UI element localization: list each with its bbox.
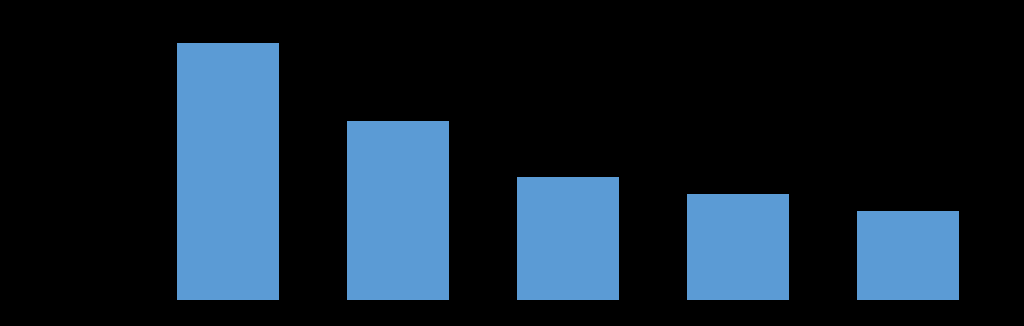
Bar [177, 43, 280, 300]
Bar [857, 211, 959, 300]
Bar [347, 121, 450, 300]
Bar [517, 177, 620, 300]
Bar [687, 194, 790, 300]
